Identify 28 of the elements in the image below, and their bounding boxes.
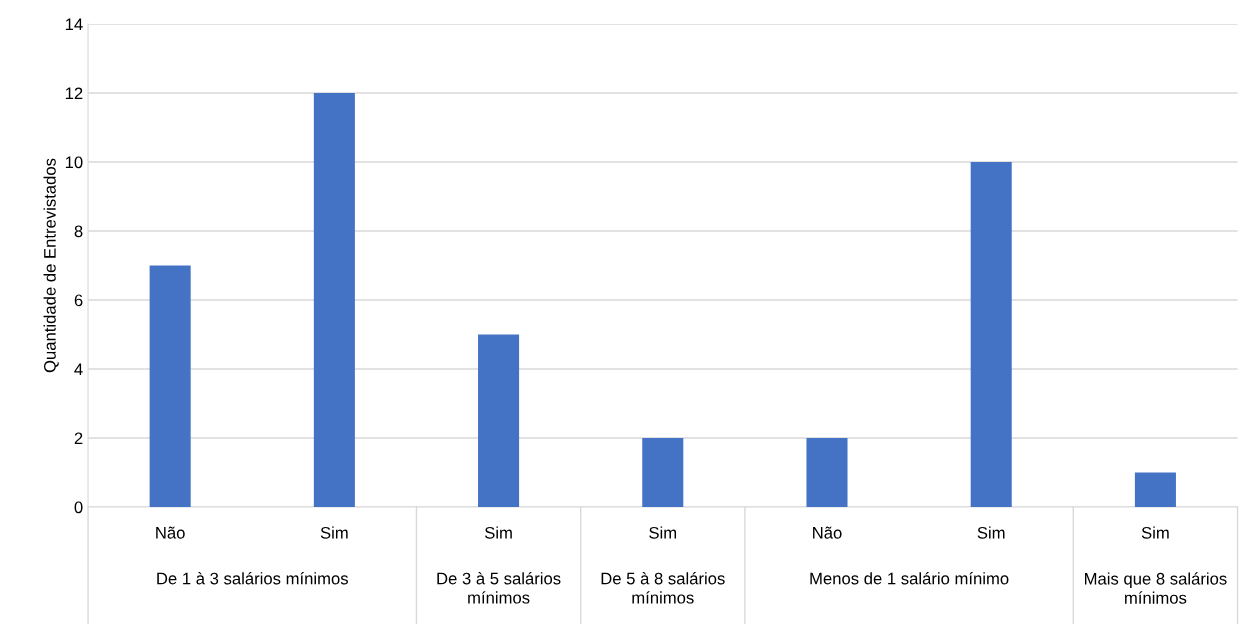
bar	[478, 334, 520, 507]
text: De 1 à 3 salários mínimos	[157, 572, 348, 585]
x-tick-label: Sim	[649, 526, 677, 539]
bar	[642, 438, 684, 507]
y-tick-label: 6	[74, 294, 83, 307]
bar	[1134, 472, 1176, 507]
text: Mais que 8 salários mínimos	[1084, 572, 1227, 604]
y-tick-label: 14	[65, 18, 83, 31]
text: Menos de 1 salário mínimo	[810, 572, 1009, 585]
y-tick-label: 12	[65, 87, 83, 100]
x-tick-label: Sim	[484, 526, 512, 539]
x-tick-label: Não	[813, 526, 842, 539]
y-axis-title: Quantidade de Entrevistados	[43, 158, 59, 373]
text: De 3 à 5 salários mínimos	[437, 572, 561, 604]
y-tick-label: 2	[74, 432, 83, 445]
y-tick-label: 4	[74, 363, 83, 376]
x-tick-label: Sim	[977, 526, 1005, 539]
x-tick-label: Sim	[1141, 526, 1169, 539]
bar	[970, 162, 1012, 507]
text: De 5 à 8 salários mínimos	[601, 572, 725, 604]
x-tick-label: Sim	[320, 526, 348, 539]
bar	[806, 438, 848, 507]
y-tick-label: 8	[74, 225, 83, 238]
x-tick-label: Não	[156, 526, 185, 539]
y-tick-label: 10	[65, 156, 83, 169]
y-tick-label: 0	[74, 501, 83, 514]
bar	[313, 93, 355, 507]
bar	[149, 265, 191, 507]
